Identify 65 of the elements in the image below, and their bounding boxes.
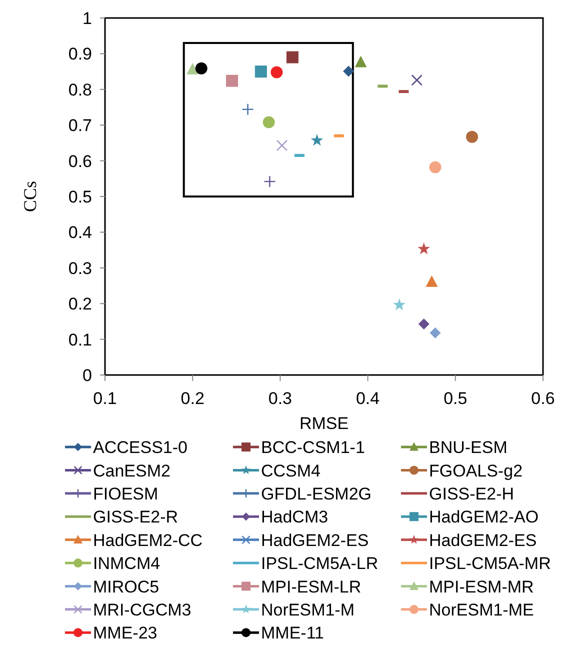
point [393,298,406,310]
legend-label: BNU-ESM [429,438,508,458]
y-tick-label: 1 [82,8,92,28]
point [270,66,283,78]
point [466,130,478,143]
legend-label: HadGEM2-CC [93,530,203,550]
point [254,66,267,78]
point [429,161,442,174]
point [418,242,430,254]
legend-label: IPSL-CM5A-LR [261,554,378,574]
legend-label: MRI-CGCM3 [93,600,192,620]
x-tick-label: 0.5 [444,389,468,408]
point [262,116,275,128]
legend-label: CCSM4 [261,461,321,480]
legend-label: INMCM4 [93,554,160,574]
legend-label: HadGEM2-AO [429,508,539,527]
y-tick-label: 0.5 [68,187,92,206]
legend-label: FGOALS-g2 [429,461,523,480]
y-tick-label: 0.1 [68,330,92,350]
legend-label: HadCM3 [261,508,328,527]
point [343,66,354,77]
x-tick-label: 0.6 [531,389,555,408]
legend-label: GISS-E2-H [429,484,514,504]
x-axis-title: RMSE [299,414,349,433]
legend-label: MPI-ESM-LR [261,577,362,596]
y-tick-label: 0.6 [68,152,92,171]
legend-label: CanESM2 [93,461,170,480]
legend-label: MME-11 [261,624,324,643]
legend-label: MIROC5 [93,577,160,596]
y-tick-label: 0.8 [68,80,92,100]
point [276,140,288,152]
point [418,318,430,330]
y-tick-label: 0.2 [68,294,92,314]
point [264,175,276,188]
x-tick-label: 0.2 [180,389,204,408]
point [195,62,208,74]
y-tick-label: 0 [82,366,92,385]
x-tick-label: 0.3 [268,389,292,408]
point [411,74,423,86]
legend-label: ACCESS1-0 [93,438,188,458]
legend-label: GISS-E2-R [93,508,178,527]
legend-label: GFDL-ESM2G [261,484,372,504]
y-axis-title: CCs [20,180,40,212]
point [286,51,298,64]
legend-label: BCC-CSM1-1 [261,438,365,458]
legend-label: MPI-ESM-MR [429,577,534,596]
legend-label: FIOESM [93,484,158,504]
point [226,74,238,87]
point [430,327,441,338]
point [310,134,324,146]
legend-label: MME-23 [93,624,158,643]
legend-label: NorESM1-M [261,600,355,620]
y-tick-label: 0.4 [68,223,92,242]
legend-label: NorESM1-ME [429,600,534,620]
x-tick-label: 0.4 [356,389,380,408]
legend-label: HadGEM2-ES [429,530,537,550]
point [242,103,254,116]
point [426,275,438,287]
legend-label: HadGEM2-ES [261,530,369,550]
y-tick-label: 0.7 [68,116,92,136]
y-tick-label: 0.3 [68,258,92,278]
point [354,56,367,68]
legend-label: IPSL-CM5A-MR [429,554,551,574]
y-tick-label: 0.9 [68,44,92,64]
point [186,62,199,74]
